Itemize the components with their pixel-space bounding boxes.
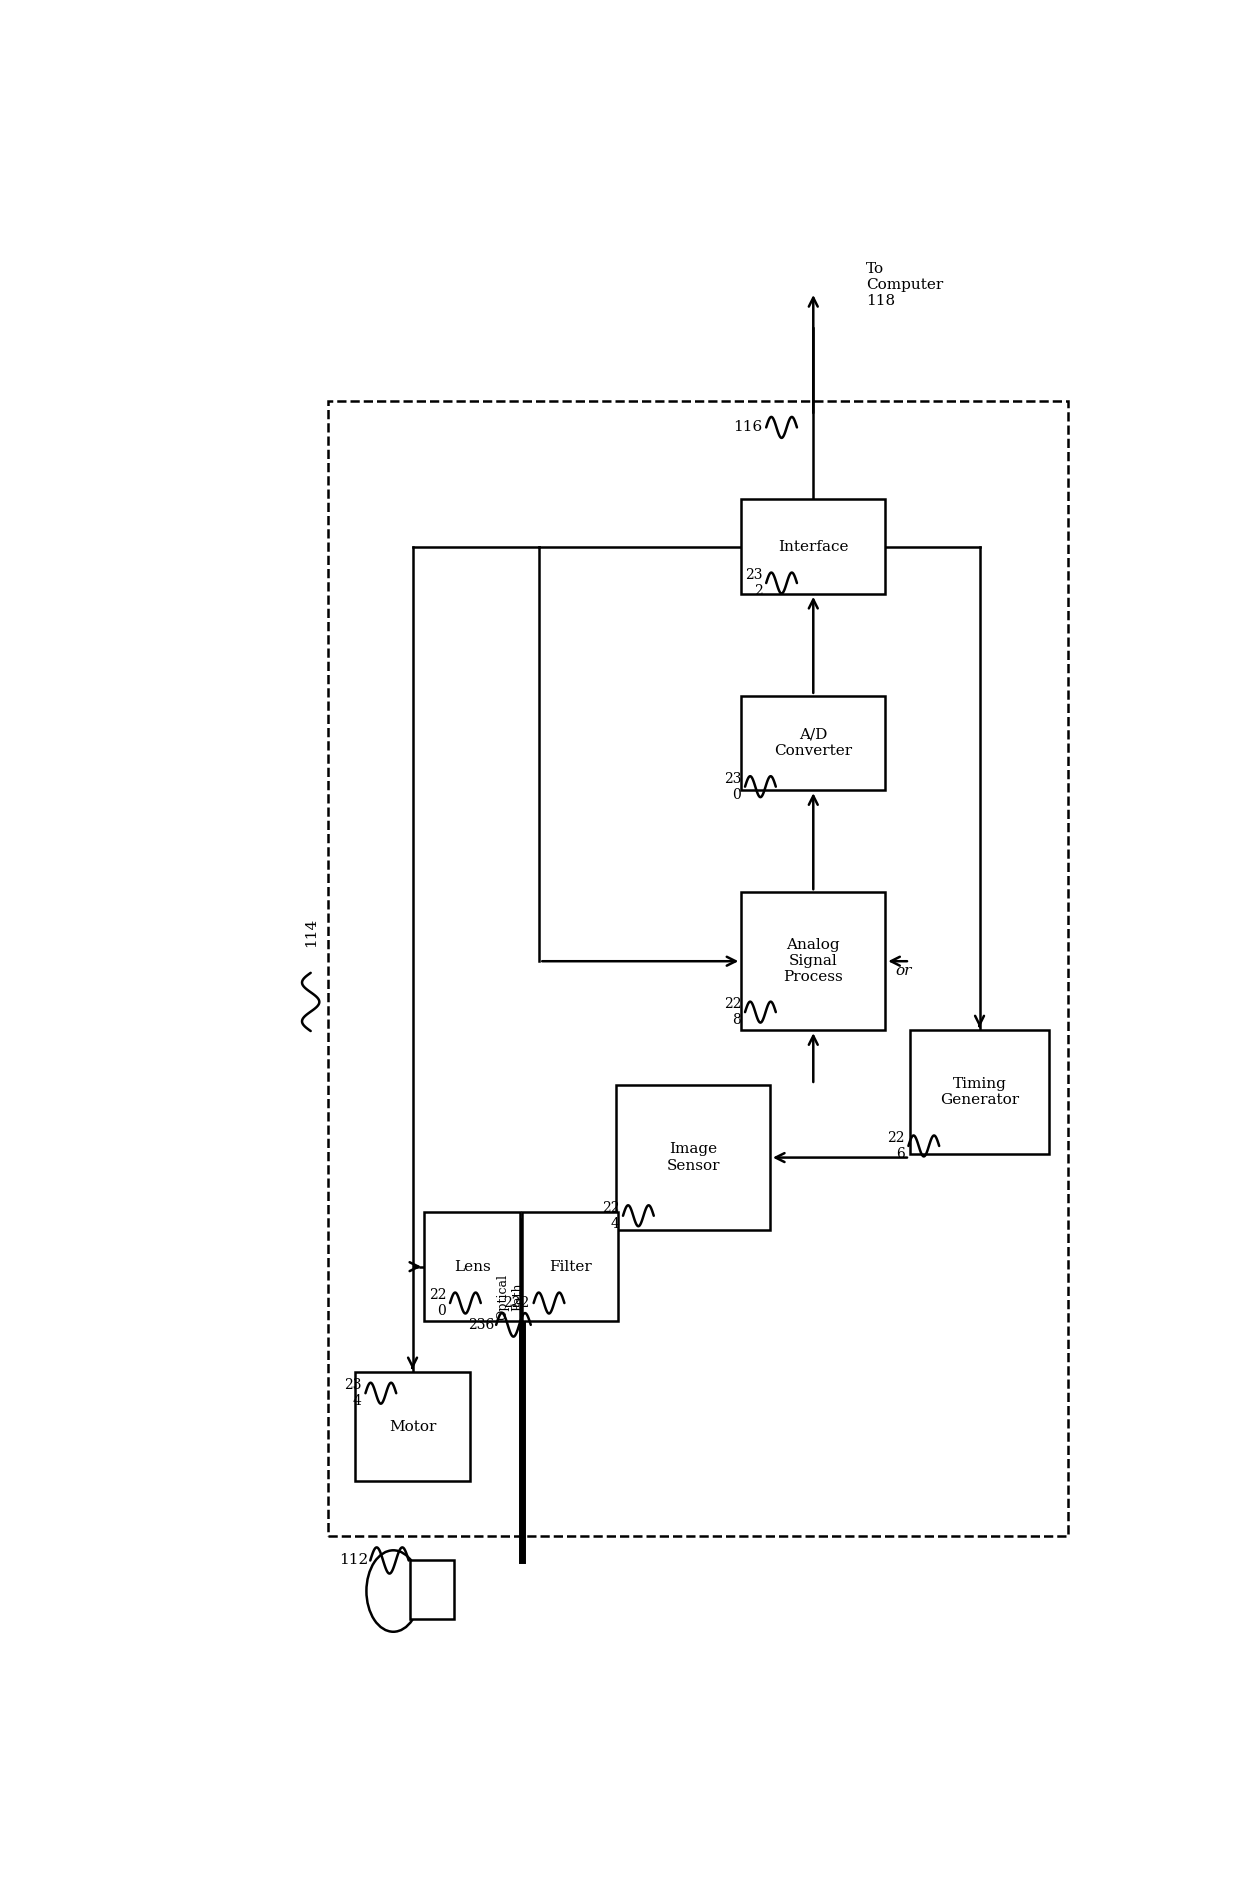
Text: 22
6: 22 6	[887, 1132, 905, 1162]
Text: 22
8: 22 8	[724, 997, 742, 1028]
Text: 116: 116	[733, 421, 763, 434]
Text: 23
4: 23 4	[345, 1379, 362, 1409]
Text: Timing
Generator: Timing Generator	[940, 1077, 1019, 1107]
Text: Optical
Path: Optical Path	[496, 1275, 525, 1320]
Text: 222: 222	[503, 1296, 529, 1311]
Text: Motor: Motor	[389, 1421, 436, 1434]
Bar	[742, 499, 885, 593]
Text: 236: 236	[467, 1319, 495, 1332]
Text: Analog
Signal
Process: Analog Signal Process	[784, 939, 843, 984]
Text: A/D
Converter: A/D Converter	[774, 727, 852, 757]
Text: 114: 114	[304, 918, 317, 946]
Text: or: or	[895, 965, 911, 979]
Bar	[742, 892, 885, 1030]
Text: 22
0: 22 0	[429, 1288, 446, 1319]
Bar	[424, 1213, 521, 1320]
Bar	[409, 1560, 454, 1619]
Text: To
Computer
118: To Computer 118	[866, 263, 944, 308]
Bar	[355, 1371, 470, 1481]
Bar	[616, 1084, 770, 1230]
Bar	[910, 1030, 1049, 1154]
Text: 112: 112	[339, 1553, 368, 1568]
Text: Image
Sensor: Image Sensor	[666, 1143, 720, 1173]
Text: 22
4: 22 4	[601, 1201, 619, 1232]
Text: Lens: Lens	[454, 1260, 491, 1273]
Text: Interface: Interface	[777, 540, 848, 553]
Bar	[742, 695, 885, 790]
Text: 23
2: 23 2	[745, 569, 763, 599]
Text: Filter: Filter	[549, 1260, 591, 1273]
Bar	[327, 400, 1068, 1536]
Bar	[522, 1213, 619, 1320]
Text: 23
0: 23 0	[724, 771, 742, 801]
